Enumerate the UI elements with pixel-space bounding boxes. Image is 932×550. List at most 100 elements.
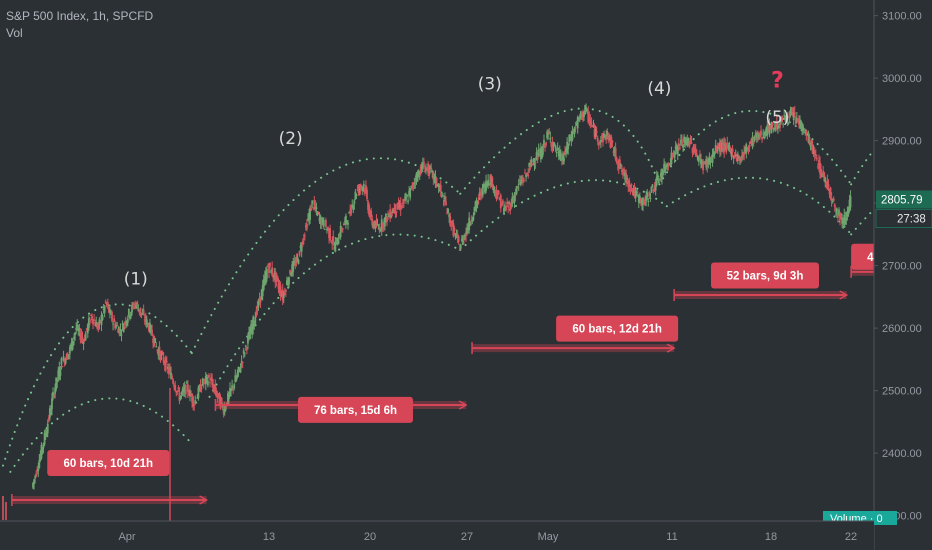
inner-arc-3 [665, 176, 853, 236]
candle-body [805, 129, 808, 136]
candle-body [721, 142, 723, 151]
candle-body [642, 197, 644, 206]
candle-body [338, 235, 341, 238]
candle-body [310, 208, 313, 211]
candle-body [255, 310, 258, 317]
candle-body [746, 147, 749, 149]
candle-body [621, 169, 623, 173]
candle-body [840, 213, 842, 217]
candle-body [429, 166, 432, 169]
candle-body [267, 265, 269, 267]
candle-body [610, 137, 613, 146]
candle-body [415, 173, 418, 182]
candle-body [522, 178, 524, 181]
candle-body [181, 388, 184, 392]
candle-body [414, 181, 417, 183]
candle-body [233, 384, 236, 389]
candle-body [821, 175, 824, 177]
candle-body [533, 163, 536, 165]
candle-body [394, 204, 397, 214]
candle-body [519, 181, 522, 185]
candle-body [800, 120, 802, 129]
candle-body [43, 432, 46, 445]
candle-body [478, 192, 481, 196]
candle-body [758, 134, 760, 138]
candle-body [230, 388, 232, 391]
candle-body [292, 261, 295, 272]
candle-body [439, 184, 442, 191]
candle-body [131, 304, 133, 313]
candle-body [162, 356, 165, 364]
candle-body [692, 145, 695, 153]
candle-body [96, 324, 99, 329]
candle-body [243, 353, 246, 355]
candle-body [735, 158, 738, 162]
candle-body [256, 305, 259, 310]
candle-body [232, 387, 235, 389]
candle-body [224, 406, 227, 410]
candle-body [399, 202, 402, 211]
candle-body [103, 305, 106, 313]
candle-body [150, 326, 152, 332]
candle-body [372, 224, 375, 228]
candle-body [335, 237, 338, 239]
candle-body [282, 292, 285, 298]
candle-body [36, 469, 39, 472]
candle-body [78, 327, 81, 332]
candle-body [515, 186, 518, 194]
time-axis[interactable]: Apr 13 20 27 May 11 18 22 [0, 520, 874, 550]
candle-body [470, 220, 473, 222]
candle-body [172, 379, 175, 384]
candle-body [684, 138, 687, 144]
volume-bar [5, 502, 7, 520]
candle-body [751, 136, 754, 145]
candle-body [317, 212, 320, 214]
candle-body [326, 229, 328, 231]
candle-body [216, 393, 219, 397]
candle-body [509, 203, 512, 210]
candle-body [461, 236, 464, 245]
candle-body [697, 158, 700, 162]
candle-body [646, 192, 649, 198]
candle-body [306, 223, 308, 229]
candle-body [163, 361, 166, 366]
candle-body [641, 199, 643, 205]
candle-body [474, 201, 477, 210]
candle-body [337, 239, 340, 245]
candle-body [636, 195, 639, 197]
candle-body [514, 194, 517, 196]
candle-body [611, 141, 614, 143]
candle-body [723, 142, 726, 152]
candle-body [537, 149, 540, 157]
candle-body [554, 145, 557, 149]
y-tick-label-7: 2400.00 [882, 448, 922, 460]
price-axis[interactable]: 3100.003000.002900.002800.002700.002600.… [823, 0, 932, 550]
candle-body [734, 154, 737, 157]
candle-body [142, 310, 145, 315]
candle-body [714, 145, 717, 152]
candle-body [457, 236, 460, 242]
candle-body [485, 180, 487, 191]
candle-body [380, 219, 383, 230]
candle-body [665, 164, 668, 166]
candle-body [525, 174, 527, 178]
candle-body [499, 194, 502, 209]
candle-body [190, 394, 192, 397]
candle-body [183, 385, 186, 393]
candle-body [768, 123, 771, 135]
candle-body [661, 172, 663, 180]
candle-body [336, 242, 339, 246]
candle-body [361, 186, 364, 191]
candle-body [802, 126, 805, 131]
candle-body [290, 273, 293, 277]
candle-body [826, 180, 829, 190]
candle-body [749, 141, 752, 143]
candle-body [663, 164, 665, 169]
candle-body [352, 206, 355, 210]
candle-body [727, 146, 730, 148]
candle-body [582, 111, 584, 117]
candle-body [584, 105, 586, 115]
y-tick-label-4: 2700.00 [882, 261, 922, 273]
